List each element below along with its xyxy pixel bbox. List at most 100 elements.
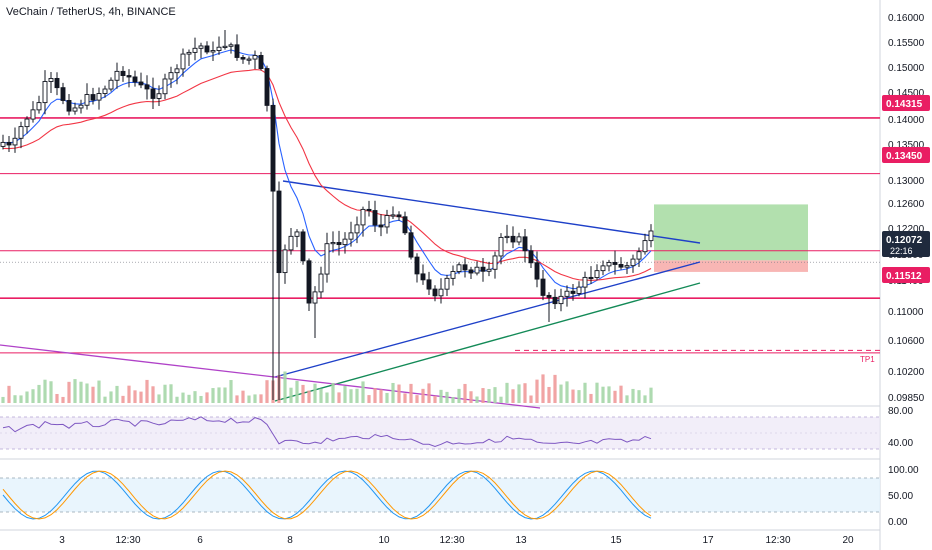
candle-body (144, 84, 150, 90)
price-tick: 0.10200 (888, 367, 925, 378)
candle-body (522, 236, 528, 252)
candle-body (486, 268, 492, 272)
candle-body (570, 290, 576, 294)
candles (0, 30, 654, 400)
volume-bar (223, 387, 227, 403)
level-label: 0.14315 (886, 99, 923, 110)
candle-body (546, 294, 552, 298)
volume-bar (505, 382, 509, 403)
stoch-k (2, 470, 652, 520)
time-tick: 13 (515, 535, 527, 546)
price-tick: 0.15500 (888, 38, 925, 49)
volume-bar (7, 385, 11, 403)
candle-body (216, 46, 222, 51)
volume-bar (319, 388, 323, 403)
candle-body (552, 296, 558, 305)
support-line (274, 282, 701, 402)
candle-body (240, 57, 246, 60)
candle-body (384, 215, 390, 228)
candle-body (270, 104, 276, 192)
candle-body (618, 264, 624, 268)
volume-bar (97, 380, 101, 403)
volume-bar (487, 389, 491, 403)
time-tick: 10 (378, 535, 390, 546)
price-tick: 0.13000 (888, 176, 925, 187)
volume-bar (331, 382, 335, 403)
candle-body (258, 55, 264, 69)
candle-body (330, 242, 336, 245)
candle-body (408, 232, 414, 258)
volume-bar (337, 392, 341, 403)
horizontal-levels: TP1 (0, 117, 880, 364)
candle-body (378, 224, 384, 228)
candle-body (138, 81, 144, 86)
volume-bar (523, 383, 527, 403)
price-tick: 0.10600 (888, 336, 925, 347)
volume-bar (421, 388, 425, 403)
candle-body (300, 231, 306, 262)
level-label-bg (882, 267, 930, 283)
volume-bar (25, 391, 29, 403)
rsi-tick: 80.00 (888, 406, 913, 417)
candle-body (564, 290, 570, 297)
candle-body (414, 256, 420, 275)
candle-body (594, 270, 600, 278)
candle-body (624, 265, 630, 268)
candle-body (582, 276, 588, 288)
level-label-bg (882, 147, 930, 163)
volume-bar (103, 396, 107, 403)
volume-bar (529, 395, 533, 403)
price-tick: 0.12600 (888, 199, 925, 210)
volume-bar (565, 381, 569, 403)
symbol-title[interactable]: VeChain / TetherUS, 4h, BINANCE (6, 6, 176, 18)
candle-body (498, 236, 504, 257)
candle-body (186, 51, 192, 55)
volume-bar (535, 379, 539, 403)
candle-body (432, 288, 438, 297)
volume-bar (325, 392, 329, 403)
candle-body (210, 50, 216, 53)
candle-body (426, 279, 432, 290)
rsi-line (2, 416, 652, 448)
candle-body (204, 45, 210, 53)
candle-body (492, 255, 498, 270)
candle-body (630, 258, 636, 267)
volume-bar (151, 386, 155, 403)
candle-body (114, 70, 120, 81)
volume-bar (229, 380, 233, 403)
candle-body (420, 273, 426, 281)
volume-bar (31, 389, 35, 403)
candle-body (276, 190, 282, 274)
stoch-tick: 50.00 (888, 491, 913, 502)
volume-bar (301, 384, 305, 403)
time-tick: 12:30 (439, 535, 464, 546)
price-tick: 0.09850 (888, 393, 925, 404)
volume-bar (643, 395, 647, 403)
volume-bars (1, 371, 653, 403)
volume-bar (391, 382, 395, 403)
candle-body (342, 238, 348, 246)
candle-body (0, 141, 6, 147)
time-axis[interactable]: 3 12:30 6 8 10 12:30 13 15 17 12:30 20 (59, 535, 854, 546)
candle-body (528, 250, 534, 264)
volume-bar (457, 388, 461, 403)
volume-bar (127, 385, 131, 403)
volume-bar (247, 395, 251, 403)
volume-bar (631, 388, 635, 403)
volume-bar (187, 394, 191, 403)
candle-body (54, 78, 60, 89)
volume-bar (559, 384, 563, 403)
volume-bar (625, 395, 629, 403)
volume-bar (139, 391, 143, 403)
volume-bar (211, 388, 215, 403)
volume-bar (415, 395, 419, 403)
volume-bar (205, 392, 209, 403)
candle-body (540, 278, 546, 296)
price-axis[interactable]: 0.16000 0.15500 0.15000 0.14500 0.14000 0.135… (882, 13, 930, 528)
candle-body (372, 210, 378, 226)
triangle-upper (282, 180, 701, 244)
candle-body (60, 87, 66, 101)
volume-bar (145, 379, 149, 403)
rsi-tick: 40.00 (888, 438, 913, 449)
